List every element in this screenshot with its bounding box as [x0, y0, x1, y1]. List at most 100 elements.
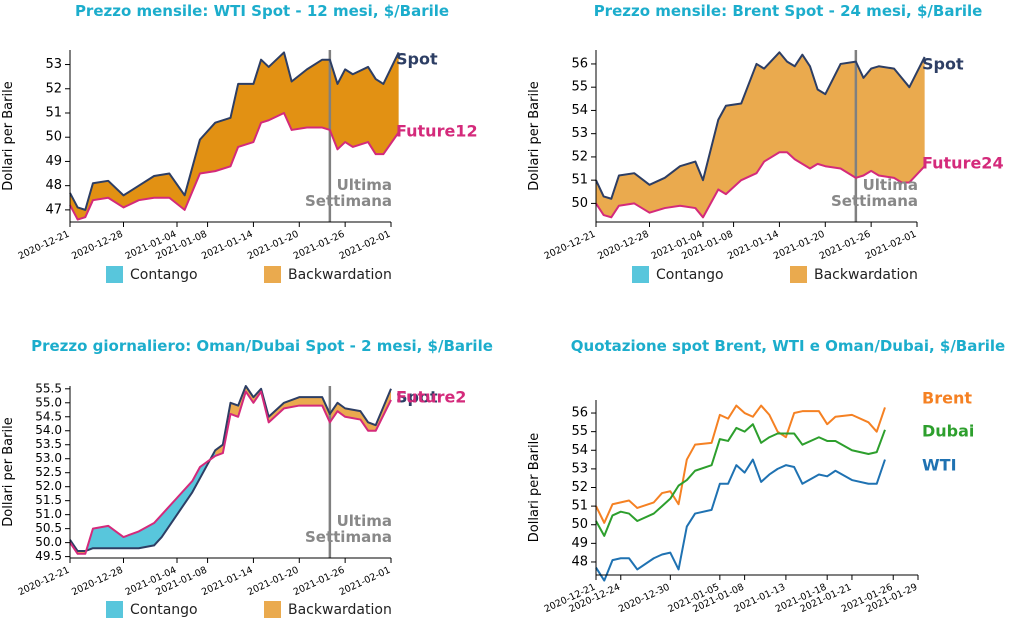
x-tick-label: 2020-12-28: [70, 565, 125, 598]
series-label-dubai: Dubai: [922, 422, 974, 441]
series-label-spot: Spot: [396, 50, 438, 69]
legend-label-contango: Contango: [130, 602, 198, 618]
series-label-spot: Spot: [396, 388, 438, 407]
y-axis-label: Dollari per Barile: [1, 81, 16, 190]
y-tick-label: 47: [45, 202, 62, 217]
legend-swatch-contango: [106, 601, 123, 618]
y-tick-label: 50: [571, 517, 588, 532]
y-tick-label: 48: [45, 178, 62, 193]
y-tick-label: 56: [571, 56, 588, 71]
series-label-brent: Brent: [922, 389, 972, 408]
y-tick-label: 50.5: [35, 521, 62, 535]
last-week-label: Settimana: [305, 192, 392, 210]
last-week-label: Settimana: [305, 528, 392, 546]
x-tick-label: 2020-12-28: [70, 229, 125, 262]
y-tick-label: 53.0: [35, 451, 62, 465]
y-tick-label: 49.5: [35, 549, 62, 563]
series-label-future24: Future24: [922, 154, 1004, 173]
y-tick-label: 49: [571, 536, 588, 551]
chart-title: Prezzo giornaliero: Oman/Dubai Spot - 2 …: [31, 337, 493, 355]
y-tick-label: 55.0: [35, 395, 62, 409]
y-tick-label: 52.0: [35, 479, 62, 493]
y-tick-label: 52: [571, 149, 588, 164]
chart-brent: Prezzo mensile: Brent Spot - 24 mesi, $/…: [527, 2, 1004, 283]
y-tick-label: 53.5: [35, 437, 62, 451]
legend-swatch-backwardation: [264, 601, 281, 618]
x-tick-label: 2021-01-20: [246, 229, 301, 262]
y-axis-label: Dollari per Barile: [527, 433, 542, 542]
y-tick-label: 51.0: [35, 507, 62, 521]
x-tick-label: 2020-12-21: [543, 229, 598, 262]
series-line-brent: [595, 404, 886, 524]
x-tick-label: 2021-01-14: [726, 229, 781, 262]
legend: Contango Backwardation: [106, 266, 392, 283]
last-week-label: Ultima: [337, 512, 392, 530]
y-tick-label: 53: [571, 126, 588, 141]
y-axis-label: Dollari per Barile: [1, 417, 16, 526]
legend-swatch-contango: [106, 266, 123, 283]
y-tick-label: 51.5: [35, 493, 62, 507]
legend: Contango Backwardation: [632, 266, 918, 283]
y-tick-label: 56: [571, 406, 588, 421]
y-tick-label: 51: [571, 173, 588, 188]
x-tick-label: 2021-01-20: [772, 229, 827, 262]
x-tick-label: 2020-12-30: [617, 582, 672, 615]
y-tick-label: 50: [571, 196, 588, 211]
last-week-label: Ultima: [337, 176, 392, 194]
y-tick-label: 55: [571, 424, 588, 439]
last-week-label: Settimana: [831, 192, 918, 210]
chart-title: Prezzo mensile: WTI Spot - 12 mesi, $/Ba…: [75, 2, 449, 20]
series-line-future24: [595, 151, 926, 219]
y-tick-label: 54.5: [35, 409, 62, 423]
series-line-spot: [69, 385, 392, 553]
series-line-spot: [595, 51, 926, 200]
chart-spot: Quotazione spot Brent, WTI e Oman/Dubai,…: [527, 337, 1005, 615]
chart-title: Prezzo mensile: Brent Spot - 24 mesi, $/…: [594, 2, 983, 20]
y-axis-label: Dollari per Barile: [527, 81, 542, 190]
x-tick-label: 2021-02-01: [338, 565, 393, 598]
y-tick-label: 54: [571, 103, 588, 118]
y-tick-label: 55: [571, 80, 588, 95]
x-tick-label: 2021-01-20: [246, 565, 301, 598]
x-tick-label: 2020-12-28: [596, 229, 651, 262]
chart-dubai: Prezzo giornaliero: Oman/Dubai Spot - 2 …: [1, 337, 493, 618]
y-tick-label: 52: [571, 480, 588, 495]
x-tick-label: 2020-12-21: [17, 565, 72, 598]
series-label-future12: Future12: [396, 122, 478, 141]
chart-title: Quotazione spot Brent, WTI e Oman/Dubai,…: [571, 337, 1005, 355]
series-line-wti: [595, 458, 886, 582]
y-tick-label: 52: [45, 81, 62, 96]
y-tick-label: 51: [571, 499, 588, 514]
y-tick-label: 53: [45, 57, 62, 72]
y-tick-label: 52.5: [35, 465, 62, 479]
series-label-wti: WTI: [922, 456, 957, 475]
y-tick-label: 50: [45, 130, 62, 145]
legend-label-backwardation: Backwardation: [288, 602, 392, 618]
series-line-spot: [69, 51, 400, 211]
x-tick-label: 2021-01-26: [292, 229, 347, 262]
last-week-label: Ultima: [863, 176, 918, 194]
x-tick-label: 2020-12-21: [17, 229, 72, 262]
x-tick-label: 2021-02-01: [864, 229, 919, 262]
legend-label-backwardation: Backwardation: [288, 267, 392, 283]
y-tick-label: 49: [45, 154, 62, 169]
series-label-future2: Future2: [396, 388, 466, 407]
legend-label-contango: Contango: [656, 267, 724, 283]
legend: Contango Backwardation: [106, 601, 392, 618]
y-tick-label: 48: [571, 554, 588, 569]
legend-swatch-contango: [632, 266, 649, 283]
legend-label-backwardation: Backwardation: [814, 267, 918, 283]
x-tick-label: 2021-02-01: [338, 229, 393, 262]
x-tick-label: 2021-01-26: [818, 229, 873, 262]
series-line-future12: [69, 111, 400, 221]
x-tick-label: 2021-01-26: [292, 565, 347, 598]
legend-swatch-backwardation: [264, 266, 281, 283]
contango-area: [85, 450, 216, 554]
y-tick-label: 54.0: [35, 423, 62, 437]
y-tick-label: 50.0: [35, 535, 62, 549]
legend-label-contango: Contango: [130, 267, 198, 283]
x-tick-label: 2021-01-14: [200, 565, 255, 598]
series-line-dubai: [595, 423, 886, 537]
y-tick-label: 55.5: [35, 381, 62, 395]
